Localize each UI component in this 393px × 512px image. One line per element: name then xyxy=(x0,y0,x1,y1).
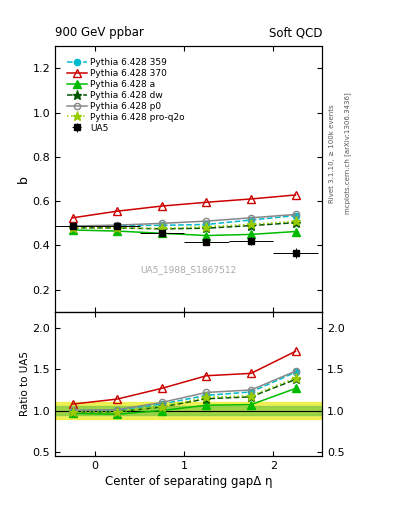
Line: Pythia 6.428 dw: Pythia 6.428 dw xyxy=(68,218,300,233)
Pythia 6.428 359 xyxy=(160,222,164,228)
Y-axis label: Ratio to UA5: Ratio to UA5 xyxy=(20,351,29,416)
Pythia 6.428 pro-q2o xyxy=(249,221,253,227)
Text: Soft QCD: Soft QCD xyxy=(269,27,322,39)
Pythia 6.428 a xyxy=(160,230,164,237)
Pythia 6.428 p0 xyxy=(204,218,209,224)
Pythia 6.428 pro-q2o xyxy=(115,225,120,231)
Pythia 6.428 dw xyxy=(115,225,120,231)
Pythia 6.428 359 xyxy=(249,217,253,223)
Pythia 6.428 dw xyxy=(204,225,209,231)
Line: Pythia 6.428 p0: Pythia 6.428 p0 xyxy=(70,211,299,229)
Pythia 6.428 dw xyxy=(249,223,253,229)
Pythia 6.428 p0 xyxy=(160,220,164,226)
Pythia 6.428 359 xyxy=(115,223,120,229)
Pythia 6.428 a xyxy=(115,228,120,234)
Pythia 6.428 pro-q2o xyxy=(204,224,209,230)
Bar xyxy=(55,407,322,415)
Pythia 6.428 359 xyxy=(293,212,298,219)
Line: Pythia 6.428 359: Pythia 6.428 359 xyxy=(70,212,299,229)
Pythia 6.428 dw xyxy=(293,220,298,226)
Pythia 6.428 p0 xyxy=(293,211,298,218)
Pythia 6.428 370 xyxy=(204,199,209,205)
Pythia 6.428 pro-q2o xyxy=(160,225,164,231)
Line: Pythia 6.428 a: Pythia 6.428 a xyxy=(69,226,299,239)
Pythia 6.428 p0 xyxy=(70,223,75,229)
Pythia 6.428 pro-q2o xyxy=(293,218,298,224)
Pythia 6.428 370 xyxy=(160,203,164,209)
Pythia 6.428 370 xyxy=(70,215,75,221)
Pythia 6.428 a xyxy=(70,227,75,233)
Line: Pythia 6.428 pro-q2o: Pythia 6.428 pro-q2o xyxy=(68,217,300,233)
Bar xyxy=(55,402,322,419)
X-axis label: Center of separating gapΔ η: Center of separating gapΔ η xyxy=(105,475,272,488)
Text: UA5_1988_S1867512: UA5_1988_S1867512 xyxy=(141,265,237,274)
Pythia 6.428 pro-q2o xyxy=(70,225,75,231)
Text: 900 GeV ppbar: 900 GeV ppbar xyxy=(55,27,144,39)
Pythia 6.428 370 xyxy=(115,208,120,214)
Y-axis label: b: b xyxy=(17,175,29,183)
Pythia 6.428 p0 xyxy=(115,222,120,228)
Pythia 6.428 359 xyxy=(204,221,209,227)
Pythia 6.428 dw xyxy=(70,225,75,231)
Pythia 6.428 a xyxy=(249,231,253,238)
Pythia 6.428 359 xyxy=(70,223,75,229)
Pythia 6.428 370 xyxy=(249,196,253,202)
Pythia 6.428 370 xyxy=(293,192,298,198)
Text: mcplots.cern.ch [arXiv:1306.3436]: mcplots.cern.ch [arXiv:1306.3436] xyxy=(344,93,351,215)
Text: Rivet 3.1.10, ≥ 100k events: Rivet 3.1.10, ≥ 100k events xyxy=(329,104,335,203)
Pythia 6.428 p0 xyxy=(249,215,253,221)
Legend: Pythia 6.428 359, Pythia 6.428 370, Pythia 6.428 a, Pythia 6.428 dw, Pythia 6.42: Pythia 6.428 359, Pythia 6.428 370, Pyth… xyxy=(65,56,187,135)
Pythia 6.428 a xyxy=(204,232,209,239)
Line: Pythia 6.428 370: Pythia 6.428 370 xyxy=(69,191,299,222)
Pythia 6.428 a xyxy=(293,228,298,234)
Pythia 6.428 dw xyxy=(160,226,164,232)
